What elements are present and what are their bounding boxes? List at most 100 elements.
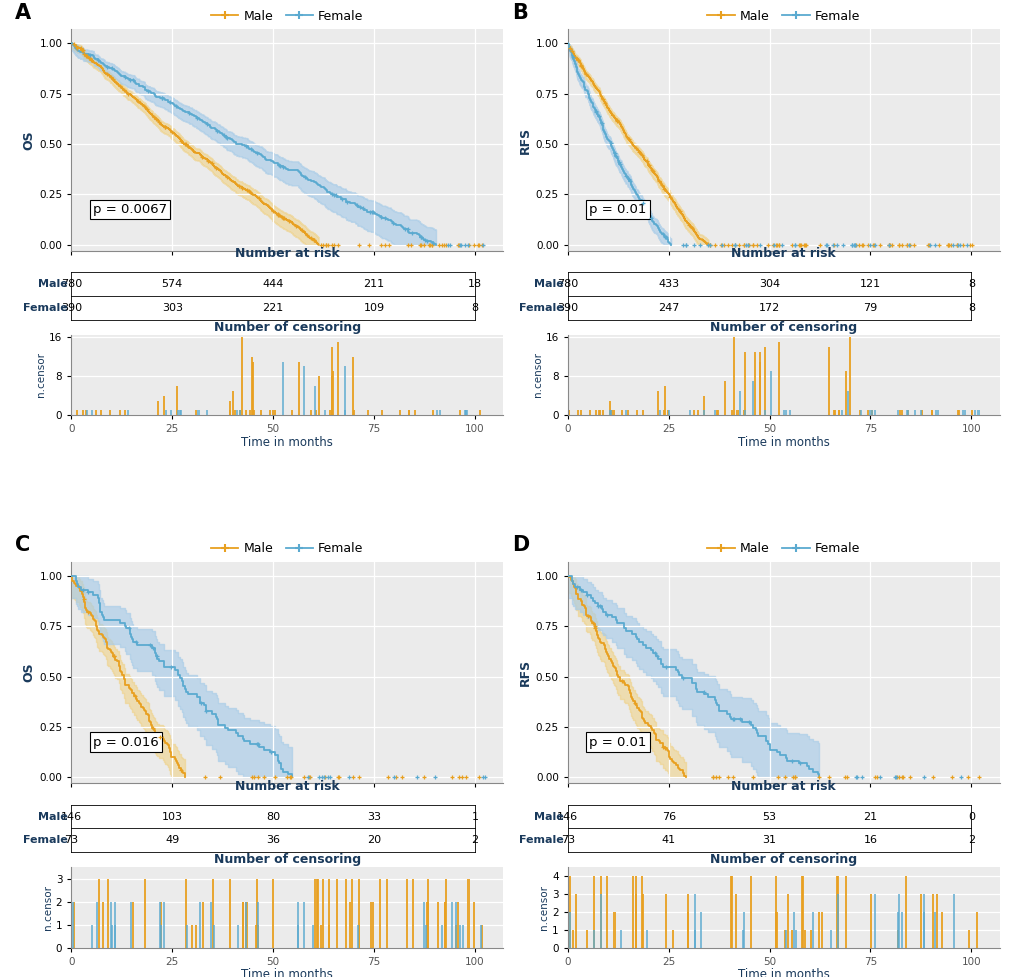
Bar [298, 361, 300, 415]
Bar [427, 878, 429, 948]
Bar [970, 410, 972, 415]
Bar [833, 410, 835, 415]
Bar [963, 410, 965, 415]
Bar [317, 878, 319, 948]
Bar [694, 894, 696, 948]
Bar [619, 930, 621, 948]
Bar [316, 878, 318, 948]
Bar [658, 410, 660, 415]
Bar [782, 410, 784, 415]
Bar [351, 878, 353, 948]
Bar [763, 347, 765, 415]
Bar [310, 410, 312, 415]
Bar [957, 410, 959, 415]
Bar [281, 361, 283, 415]
Title: Number of censoring: Number of censoring [214, 320, 361, 333]
Bar [753, 352, 755, 415]
Bar [873, 410, 875, 415]
Bar [157, 401, 159, 415]
Bar [480, 924, 482, 948]
Text: 103: 103 [162, 812, 182, 822]
Bar [398, 410, 400, 415]
Bar [212, 924, 214, 948]
Bar [479, 410, 481, 415]
Bar [601, 410, 603, 415]
Bar [774, 912, 776, 948]
Legend: Male, Female: Male, Female [206, 5, 368, 27]
Bar [609, 410, 611, 415]
Bar [72, 902, 74, 948]
Bar [102, 902, 104, 948]
Bar [209, 902, 211, 948]
Text: Male: Male [38, 812, 67, 822]
Text: 0: 0 [967, 812, 974, 822]
Bar [169, 410, 171, 415]
Y-axis label: RFS: RFS [518, 126, 531, 153]
X-axis label: Time in months: Time in months [737, 968, 828, 977]
Bar [734, 894, 736, 948]
Bar [664, 894, 666, 948]
Bar [572, 930, 574, 948]
Bar [941, 912, 942, 948]
Bar [635, 894, 637, 948]
Legend: Male, Female: Male, Female [206, 537, 368, 560]
Bar [931, 894, 933, 948]
Bar [849, 337, 851, 415]
Bar [774, 876, 776, 948]
Text: 390: 390 [556, 303, 578, 313]
Bar [593, 930, 595, 948]
Bar [731, 876, 733, 948]
Bar [180, 410, 182, 415]
Bar [608, 410, 610, 415]
Bar [906, 410, 908, 415]
Bar [124, 410, 126, 415]
Bar [593, 876, 595, 948]
Bar [686, 912, 688, 948]
Bar [790, 930, 792, 948]
Text: 121: 121 [859, 279, 880, 289]
Text: 2: 2 [471, 835, 478, 845]
Bar [372, 902, 374, 948]
Bar [406, 878, 408, 948]
Bar [632, 876, 634, 948]
Bar [769, 371, 771, 415]
Bar [749, 876, 751, 948]
Bar [303, 902, 305, 948]
Bar [457, 902, 459, 948]
Bar [866, 410, 868, 415]
Bar [98, 878, 100, 948]
Bar [271, 410, 273, 415]
Bar [973, 410, 975, 415]
Bar [837, 876, 839, 948]
Text: Male: Male [534, 279, 564, 289]
Bar [907, 410, 909, 415]
Text: 31: 31 [762, 835, 775, 845]
Bar [776, 342, 779, 415]
Bar [919, 410, 921, 415]
Bar [459, 410, 461, 415]
Bar [331, 376, 333, 415]
Bar [634, 876, 636, 948]
Bar [327, 878, 329, 948]
Bar [758, 361, 760, 415]
Bar [621, 410, 623, 415]
Text: B: B [512, 3, 527, 22]
Text: Number at risk: Number at risk [234, 247, 339, 261]
Bar [242, 902, 244, 948]
Text: 2: 2 [967, 835, 974, 845]
Bar [327, 924, 329, 948]
Bar [176, 410, 178, 415]
Bar [697, 410, 699, 415]
Bar [899, 410, 901, 415]
Text: p = 0.01: p = 0.01 [589, 203, 646, 216]
Bar [832, 410, 834, 415]
Bar [742, 930, 744, 948]
Bar [742, 912, 744, 948]
Bar [379, 878, 381, 948]
Bar [253, 410, 255, 415]
Text: 574: 574 [161, 279, 182, 289]
Text: p = 0.0067: p = 0.0067 [93, 203, 167, 216]
Bar [344, 878, 346, 948]
Y-axis label: RFS: RFS [518, 658, 531, 686]
Bar [343, 410, 345, 415]
